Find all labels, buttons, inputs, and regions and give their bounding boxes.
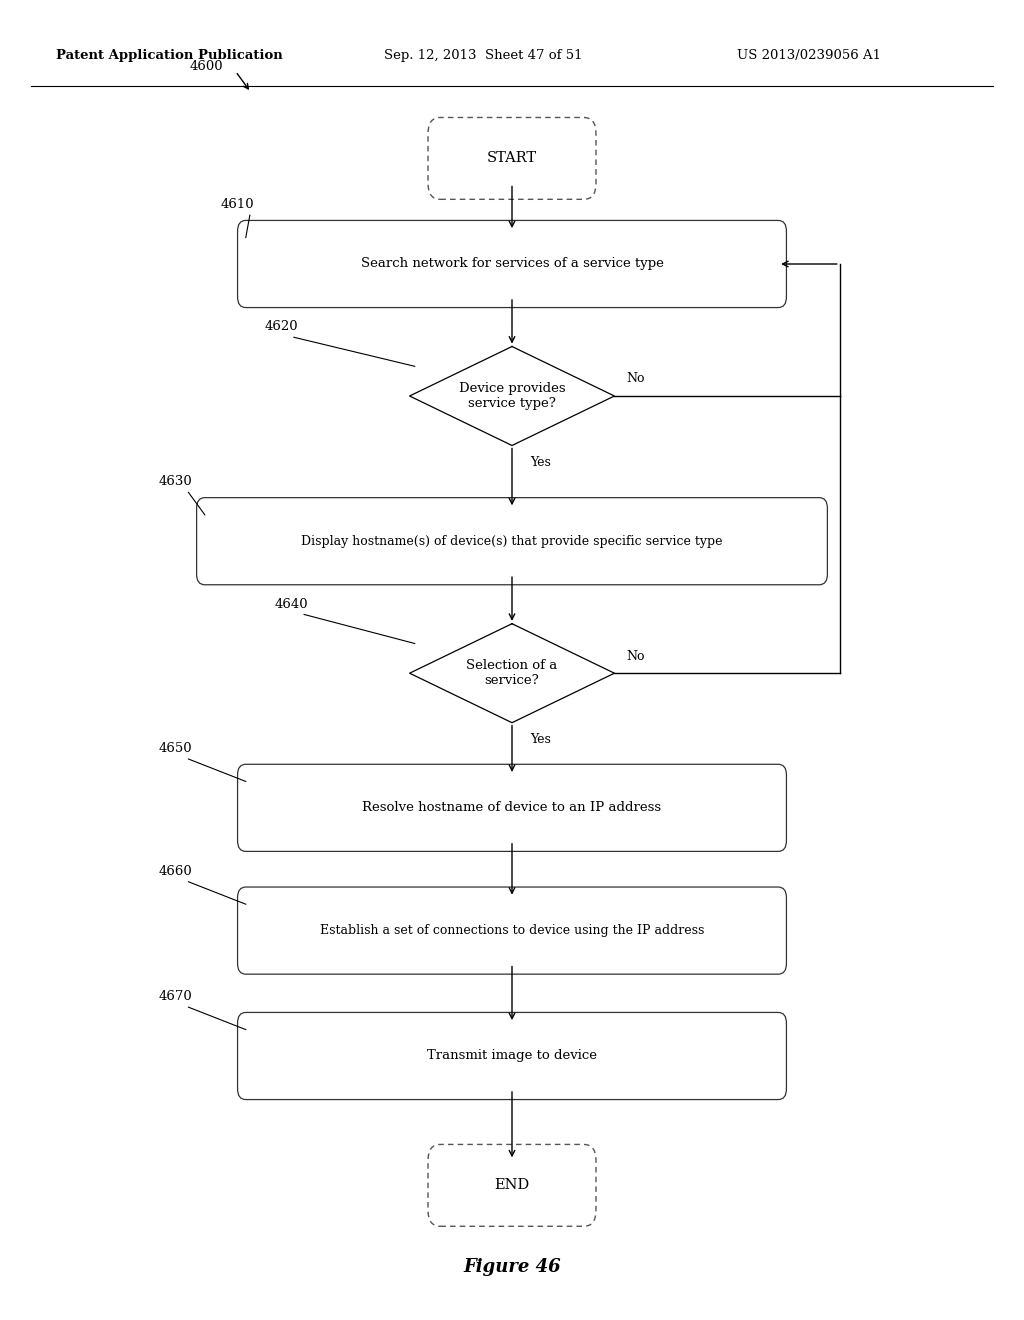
Text: START: START	[487, 152, 537, 165]
Text: Selection of a
service?: Selection of a service?	[466, 659, 558, 688]
Text: Yes: Yes	[530, 734, 551, 746]
Polygon shape	[410, 624, 614, 722]
Text: Transmit image to device: Transmit image to device	[427, 1049, 597, 1063]
Text: END: END	[495, 1179, 529, 1192]
Text: 4600: 4600	[189, 59, 223, 73]
Text: Establish a set of connections to device using the IP address: Establish a set of connections to device…	[319, 924, 705, 937]
Text: Figure 46: Figure 46	[463, 1258, 561, 1276]
Polygon shape	[410, 347, 614, 446]
Text: Patent Application Publication: Patent Application Publication	[56, 49, 283, 62]
Text: Device provides
service type?: Device provides service type?	[459, 381, 565, 411]
Text: 4620: 4620	[264, 321, 298, 334]
FancyBboxPatch shape	[238, 1012, 786, 1100]
Text: Display hostname(s) of device(s) that provide specific service type: Display hostname(s) of device(s) that pr…	[301, 535, 723, 548]
FancyBboxPatch shape	[197, 498, 827, 585]
Text: 4610: 4610	[220, 198, 254, 211]
Text: 4660: 4660	[159, 865, 193, 878]
FancyBboxPatch shape	[238, 220, 786, 308]
Text: 4630: 4630	[159, 475, 193, 488]
Text: 4650: 4650	[159, 742, 193, 755]
Text: No: No	[627, 649, 645, 663]
Text: No: No	[627, 372, 645, 385]
FancyBboxPatch shape	[428, 1144, 596, 1226]
FancyBboxPatch shape	[238, 887, 786, 974]
FancyBboxPatch shape	[428, 117, 596, 199]
Text: Yes: Yes	[530, 457, 551, 469]
Text: Search network for services of a service type: Search network for services of a service…	[360, 257, 664, 271]
Text: Resolve hostname of device to an IP address: Resolve hostname of device to an IP addr…	[362, 801, 662, 814]
Text: 4640: 4640	[274, 598, 308, 610]
Text: 4670: 4670	[159, 990, 193, 1003]
Text: Sep. 12, 2013  Sheet 47 of 51: Sep. 12, 2013 Sheet 47 of 51	[384, 49, 583, 62]
FancyBboxPatch shape	[238, 764, 786, 851]
Text: US 2013/0239056 A1: US 2013/0239056 A1	[737, 49, 882, 62]
